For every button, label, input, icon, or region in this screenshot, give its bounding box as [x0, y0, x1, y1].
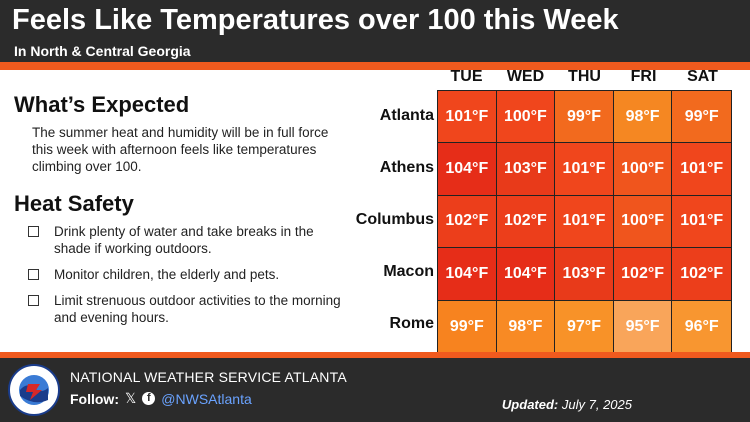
checkbox-icon [28, 226, 39, 237]
temperature-cell: 95°F [613, 300, 673, 353]
day-header: THU [568, 68, 601, 85]
day-header-row: TUE WED THU FRI SAT [437, 68, 732, 86]
temperature-cell: 98°F [613, 91, 673, 144]
social-handle-link[interactable]: @NWSAtlanta [161, 390, 252, 407]
list-item: Limit strenuous outdoor activities to th… [28, 292, 344, 326]
temperature-cell: 99°F [438, 300, 497, 353]
day-header: WED [506, 68, 545, 85]
day-header: FRI [630, 68, 657, 85]
list-item: Drink plenty of water and take breaks in… [28, 223, 344, 257]
expected-heading: What’s Expected [14, 92, 190, 117]
tip-text: Monitor children, the elderly and pets. [54, 267, 280, 282]
checkbox-icon [28, 295, 39, 306]
temperature-cell: 97°F [555, 300, 614, 353]
expected-text: The summer heat and humidity will be in … [32, 125, 329, 174]
temperature-cell: 102°F [672, 248, 731, 301]
checkbox-icon [28, 269, 39, 280]
temperature-cell: 98°F [496, 300, 556, 353]
nws-logo-icon [8, 364, 60, 416]
temperature-cell: 100°F [613, 195, 673, 249]
temperature-cell: 102°F [496, 195, 556, 249]
temperature-cell: 101°F [672, 195, 731, 249]
city-labels: Atlanta Athens Columbus Macon Rome [340, 90, 434, 350]
list-item: Monitor children, the elderly and pets. [28, 266, 344, 283]
temperature-cell: 103°F [496, 143, 556, 196]
temperature-table: 101°F 100°F 99°F 98°F 99°F 104°F 103°F 101°F 100… [437, 90, 732, 354]
tip-text: Drink plenty of water and take breaks in… [54, 224, 314, 256]
temperature-cell: 101°F [555, 195, 614, 249]
follow-label: Follow: [70, 390, 119, 407]
social-follow: Follow: 𝕏 f @NWSAtlanta [70, 390, 252, 407]
city-label: Macon [383, 263, 434, 280]
page-title: Feels Like Temperatures over 100 this We… [12, 4, 619, 36]
temperature-cell: 101°F [438, 91, 497, 144]
org-name: NATIONAL WEATHER SERVICE ATLANTA [70, 369, 347, 385]
temperature-cell: 101°F [672, 143, 731, 196]
updated-date: July 7, 2025 [561, 397, 632, 412]
temperature-cell: 104°F [438, 143, 497, 196]
facebook-icon[interactable]: f [142, 392, 156, 405]
temperature-cell: 100°F [613, 143, 673, 196]
temperature-cell: 104°F [496, 248, 556, 301]
day-header: SAT [687, 68, 718, 85]
temperature-cell: 100°F [496, 91, 556, 144]
temperature-cell: 96°F [672, 300, 731, 353]
temperature-cell: 103°F [555, 248, 614, 301]
temperature-cell: 101°F [555, 143, 614, 196]
temperature-cell: 99°F [555, 91, 614, 144]
info-panel: What’s Expected The summer heat and humi… [14, 92, 344, 335]
city-label: Rome [389, 315, 434, 332]
temperature-cell: 102°F [613, 248, 673, 301]
page-subtitle: In North & Central Georgia [14, 43, 191, 59]
city-label: Atlanta [379, 107, 434, 124]
updated-label: Updated: [501, 397, 559, 412]
footer-banner: NATIONAL WEATHER SERVICE ATLANTA Follow:… [0, 352, 750, 422]
city-label: Columbus [355, 211, 434, 228]
tip-text: Limit strenuous outdoor activities to th… [54, 293, 341, 325]
header-banner: Feels Like Temperatures over 100 this We… [0, 0, 750, 70]
safety-heading: Heat Safety [14, 191, 134, 216]
temperature-cell: 99°F [672, 91, 731, 144]
header-accent-bar [0, 62, 750, 70]
day-header: TUE [450, 68, 483, 85]
nws-logo-graphic [12, 368, 56, 412]
footer-accent-bar [0, 352, 750, 358]
temperature-cell: 102°F [438, 195, 497, 249]
x-logo-icon[interactable]: 𝕏 [125, 390, 137, 406]
safety-tips-list: Drink plenty of water and take breaks in… [28, 223, 344, 326]
temperature-cell: 104°F [438, 248, 497, 301]
city-label: Athens [379, 159, 434, 176]
updated-timestamp: Updated: July 7, 2025 [502, 397, 632, 412]
